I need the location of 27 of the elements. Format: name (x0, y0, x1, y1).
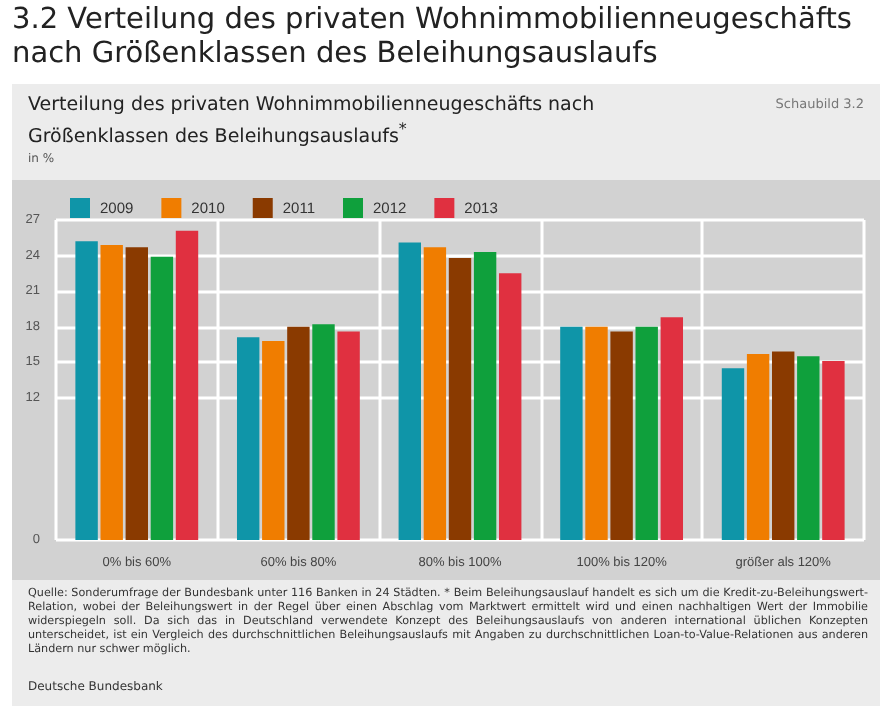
bar (746, 353, 770, 540)
bar (125, 247, 149, 540)
bar (721, 368, 745, 540)
bar (337, 331, 360, 540)
bar (423, 247, 447, 540)
bar (610, 331, 633, 540)
bar (398, 242, 421, 540)
bar (499, 273, 522, 540)
bar (448, 257, 472, 540)
bar (771, 351, 795, 540)
bar (822, 361, 845, 540)
chart-title: 3.2 Verteilung des privaten Wohnimmobilienneugeschäfts nach Größenklassen des Beleihungsauslaufs (12, 4, 854, 72)
bar (660, 317, 684, 540)
bar (635, 326, 658, 540)
bar (312, 324, 335, 540)
bar (100, 244, 123, 540)
bar (473, 252, 497, 540)
bar (262, 340, 285, 540)
bar (797, 356, 820, 540)
bar (585, 326, 608, 540)
bar (150, 256, 174, 540)
chart-subtitle: Verteilung des privaten Wohnimmobilienneugeschäfts nach Größenklassen des Beleihungsauslaufs$^{*}$ (28, 94, 597, 151)
bar (287, 326, 310, 540)
bar (175, 230, 199, 540)
bar (236, 337, 260, 540)
bar (75, 241, 98, 540)
bar (560, 326, 583, 540)
